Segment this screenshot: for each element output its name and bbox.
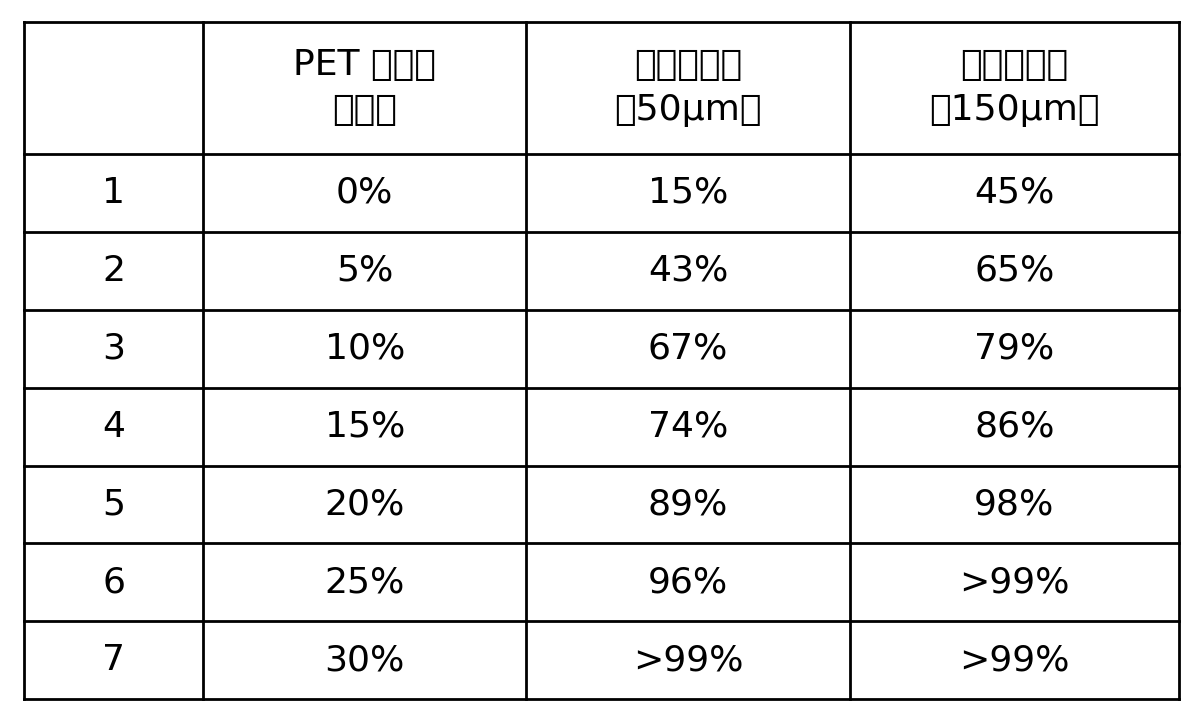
Text: 5: 5 bbox=[102, 487, 125, 521]
Text: 65%: 65% bbox=[974, 254, 1055, 288]
Text: 紫外阴隔率
（150μm）: 紫外阴隔率 （150μm） bbox=[929, 48, 1100, 127]
Text: 4: 4 bbox=[102, 410, 125, 443]
Text: 3: 3 bbox=[102, 332, 125, 366]
Text: 96%: 96% bbox=[648, 565, 728, 599]
Text: 98%: 98% bbox=[974, 487, 1055, 521]
Text: 43%: 43% bbox=[648, 254, 728, 288]
Text: 2: 2 bbox=[102, 254, 125, 288]
Text: 7: 7 bbox=[102, 643, 125, 678]
Text: 67%: 67% bbox=[648, 332, 728, 366]
Text: 45%: 45% bbox=[974, 176, 1055, 210]
Text: >99%: >99% bbox=[633, 643, 743, 678]
Text: 1: 1 bbox=[102, 176, 125, 210]
Text: 15%: 15% bbox=[325, 410, 405, 443]
Text: >99%: >99% bbox=[959, 643, 1069, 678]
Text: 74%: 74% bbox=[648, 410, 728, 443]
Text: 6: 6 bbox=[102, 565, 125, 599]
Text: 86%: 86% bbox=[974, 410, 1055, 443]
Text: 10%: 10% bbox=[325, 332, 405, 366]
Text: 79%: 79% bbox=[974, 332, 1055, 366]
Text: 25%: 25% bbox=[325, 565, 405, 599]
Text: 89%: 89% bbox=[648, 487, 728, 521]
Text: 0%: 0% bbox=[336, 176, 393, 210]
Text: PET 母粒添
加比例: PET 母粒添 加比例 bbox=[294, 48, 437, 127]
Text: 20%: 20% bbox=[325, 487, 405, 521]
Text: 5%: 5% bbox=[336, 254, 393, 288]
Text: >99%: >99% bbox=[959, 565, 1069, 599]
Text: 紫外阴隔率
（50μm）: 紫外阴隔率 （50μm） bbox=[615, 48, 761, 127]
Text: 30%: 30% bbox=[325, 643, 405, 678]
Text: 15%: 15% bbox=[648, 176, 728, 210]
